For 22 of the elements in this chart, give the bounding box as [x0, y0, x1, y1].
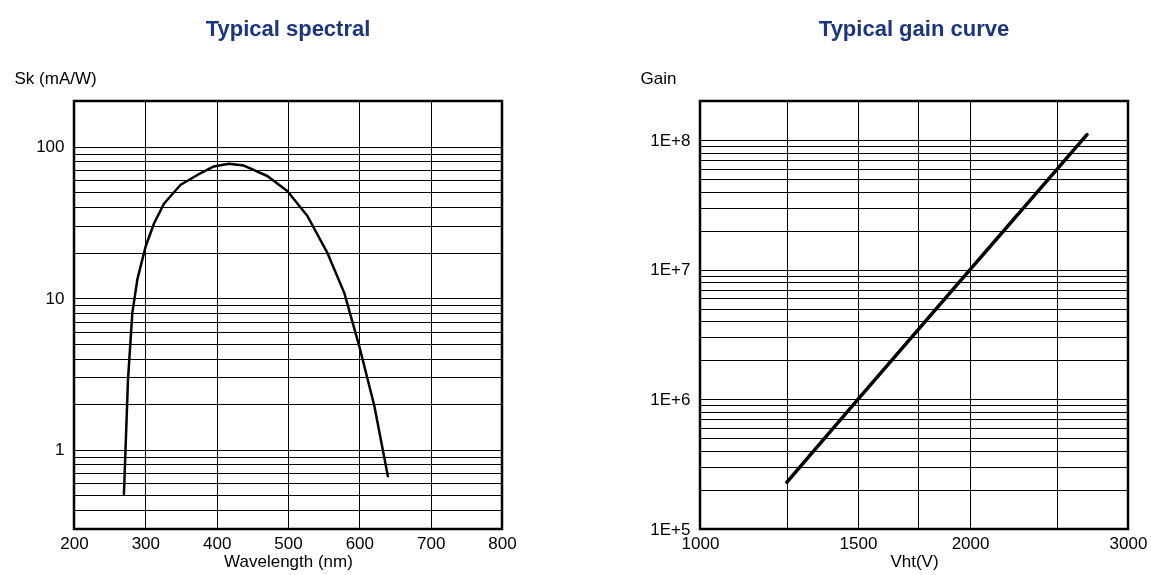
y-tick-label: 1E+6 [650, 389, 691, 409]
x-axis-title: Wavelength (nm) [224, 551, 353, 571]
x-tick-label: 300 [131, 533, 161, 553]
x-tick-label: 500 [274, 533, 303, 553]
x-tick-label: 3000 [1109, 533, 1148, 553]
x-tick-label: 600 [345, 533, 375, 553]
x-tick-label: 1500 [839, 533, 878, 553]
y-tick-label: 100 [36, 137, 65, 157]
chart-title: Typical spectral [205, 16, 371, 41]
chart-title: Typical gain curve [818, 16, 1010, 41]
y-tick-label: 1 [55, 440, 65, 460]
y-axis-title: Gain [640, 68, 677, 88]
x-tick-label: 700 [416, 533, 446, 553]
x-tick-label: 800 [488, 533, 517, 553]
x-axis-title: Vht(V) [890, 551, 939, 571]
x-tick-label: 2000 [951, 533, 990, 553]
y-axis-title: Sk (mA/W) [14, 68, 97, 88]
x-tick-label: 200 [60, 533, 89, 553]
y-tick-label: 1E+7 [650, 260, 691, 280]
y-tick-label: 10 [45, 288, 65, 308]
x-tick-label: 400 [202, 533, 232, 553]
y-tick-label: 1E+8 [650, 130, 691, 150]
